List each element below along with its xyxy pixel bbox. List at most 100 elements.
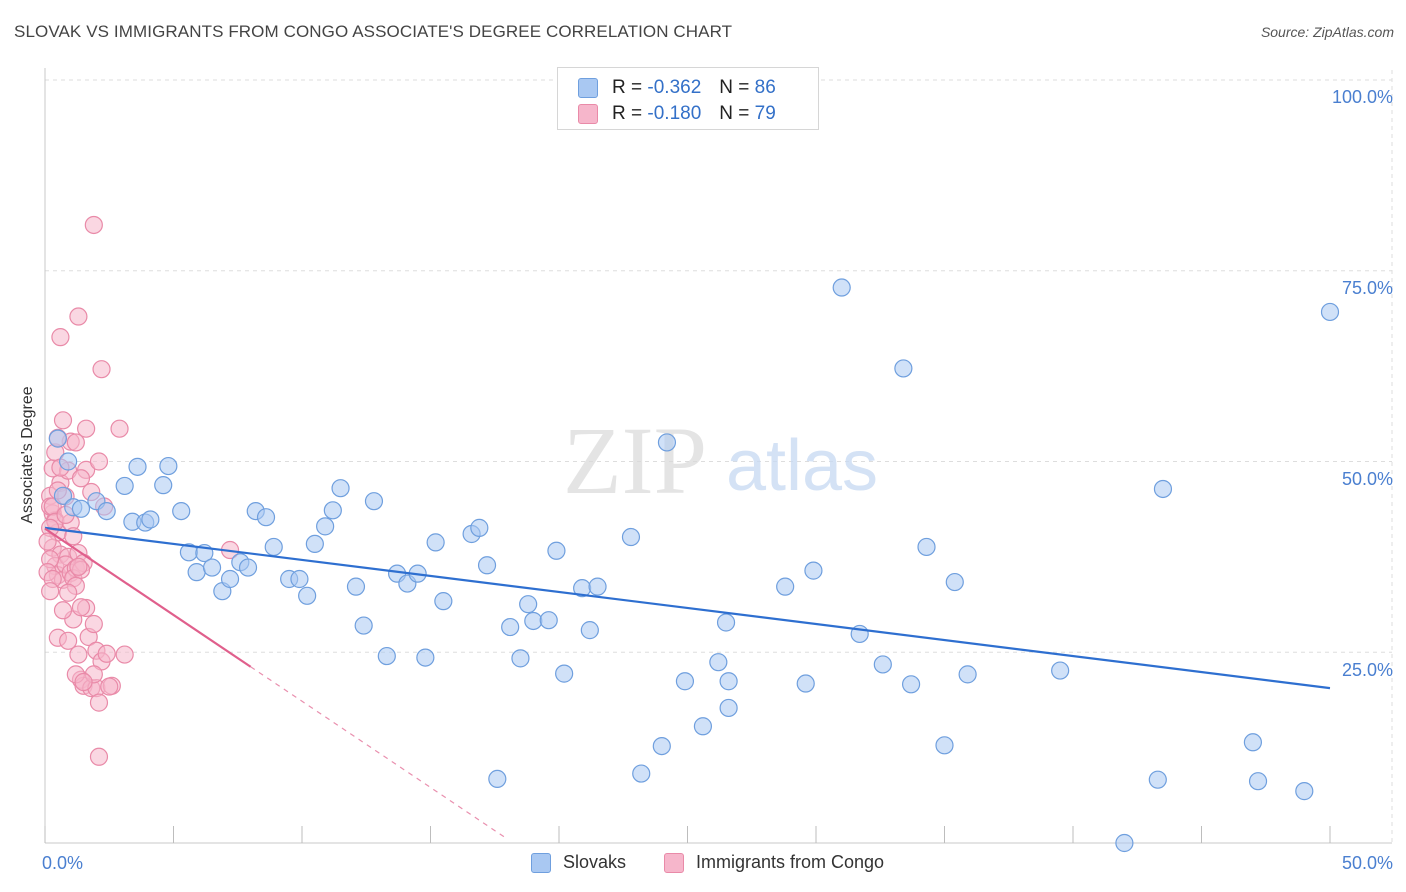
congo-point-67 bbox=[66, 433, 85, 452]
slovaks-point-55 bbox=[580, 621, 599, 640]
congo-point-60 bbox=[77, 419, 96, 438]
n-value-slovaks: 86 bbox=[754, 77, 776, 98]
r-label: R = bbox=[612, 77, 643, 98]
congo-point-76 bbox=[69, 557, 88, 576]
slovaks-point-36 bbox=[377, 646, 396, 666]
slovaks-point-12 bbox=[154, 476, 173, 495]
slovaks-point-51 bbox=[539, 611, 558, 630]
slovaks-point-11 bbox=[141, 510, 160, 529]
congo-point-68 bbox=[53, 411, 73, 430]
congo-point-54 bbox=[38, 532, 57, 551]
slovaks-point-0 bbox=[48, 429, 67, 448]
x-tick-50: 50.0% bbox=[1341, 853, 1393, 873]
slovaks-point-31 bbox=[323, 501, 342, 520]
congo-point-78 bbox=[100, 677, 119, 696]
slovaks-point-2 bbox=[59, 452, 78, 471]
n-label: N = bbox=[719, 103, 750, 124]
slovaks-point-57 bbox=[621, 527, 641, 547]
slovaks-point-14 bbox=[172, 501, 191, 521]
y-tick-50: 50.0% bbox=[1341, 469, 1393, 489]
slovaks-point-50 bbox=[524, 611, 543, 631]
r-value-slovaks: -0.362 bbox=[647, 77, 702, 98]
slovaks-point-61 bbox=[675, 672, 695, 691]
congo-point-34 bbox=[84, 614, 103, 634]
congo-point-65 bbox=[84, 215, 103, 235]
slovaks-trend-line bbox=[44, 526, 1331, 690]
gridlines bbox=[45, 70, 1393, 843]
legend-label-congo: Immigrants from Congo bbox=[696, 852, 885, 872]
slovaks-point-20 bbox=[220, 569, 240, 589]
slovaks-point-29 bbox=[305, 534, 324, 554]
slovaks-point-4 bbox=[71, 499, 91, 518]
slovaks-point-47 bbox=[501, 617, 520, 637]
watermark-atlas: atlas bbox=[726, 426, 878, 506]
slovaks-point-13 bbox=[159, 456, 178, 476]
slovaks-point-7 bbox=[115, 476, 134, 496]
slovaks-legend-swatch bbox=[531, 852, 551, 873]
congo-point-59 bbox=[59, 583, 78, 602]
slovaks-point-67 bbox=[776, 577, 795, 596]
slovaks-point-25 bbox=[264, 537, 283, 557]
watermark-zip: ZIP bbox=[563, 407, 707, 514]
slovaks-point-60 bbox=[657, 433, 677, 452]
slovaks-point-24 bbox=[256, 508, 276, 527]
slovaks-point-81 bbox=[1248, 772, 1268, 791]
congo-point-32 bbox=[69, 645, 88, 664]
congo-trend-line bbox=[44, 527, 252, 668]
slovaks-point-83 bbox=[1115, 833, 1134, 853]
congo-point-49 bbox=[89, 452, 109, 471]
slovaks-point-49 bbox=[519, 595, 538, 614]
slovaks-point-30 bbox=[316, 517, 335, 536]
legend-item-congo[interactable]: Immigrants from Congo bbox=[664, 852, 884, 873]
slovaks-point-76 bbox=[935, 736, 954, 755]
slovaks-point-6 bbox=[97, 501, 116, 521]
congo-point-46 bbox=[115, 645, 134, 664]
slovaks-point-44 bbox=[470, 518, 489, 537]
slovaks-point-58 bbox=[632, 764, 651, 783]
congo-point-42 bbox=[89, 693, 109, 712]
slovaks-swatch bbox=[578, 78, 598, 98]
y-tick-25: 25.0% bbox=[1341, 660, 1393, 680]
slovaks-point-9 bbox=[128, 457, 147, 476]
slovaks-point-70 bbox=[832, 278, 851, 297]
slovaks-point-64 bbox=[719, 698, 738, 718]
slovaks-point-84 bbox=[1243, 733, 1263, 752]
slovaks-point-63 bbox=[709, 653, 728, 672]
r-value-congo: -0.180 bbox=[647, 103, 702, 124]
legend-label-slovaks: Slovaks bbox=[563, 852, 627, 872]
slovaks-point-18 bbox=[202, 558, 222, 577]
congo-point-77 bbox=[71, 598, 91, 617]
congo-point-17 bbox=[51, 328, 70, 347]
series-congo-points bbox=[38, 215, 240, 766]
slovaks-point-48 bbox=[511, 649, 530, 668]
slovaks-point-32 bbox=[331, 479, 350, 498]
y-tick-100: 100.0% bbox=[1331, 87, 1393, 107]
slovaks-point-42 bbox=[434, 592, 453, 611]
congo-point-58 bbox=[41, 582, 60, 601]
congo-swatch bbox=[578, 104, 598, 124]
slovaks-point-68 bbox=[796, 674, 815, 693]
stats-legend: R = -0.362 N = 86 R = -0.180 N = 79 bbox=[557, 67, 819, 130]
slovaks-point-33 bbox=[346, 577, 366, 596]
y-tick-75: 75.0% bbox=[1341, 278, 1393, 298]
slovaks-point-74 bbox=[901, 675, 921, 694]
slovaks-point-34 bbox=[354, 616, 373, 635]
series-slovaks-points bbox=[48, 278, 1340, 853]
slovaks-point-27 bbox=[290, 569, 309, 589]
slovaks-point-80 bbox=[1153, 479, 1173, 499]
slovaks-point-59 bbox=[652, 736, 671, 756]
source-label: Source: ZipAtlas.com bbox=[1260, 24, 1394, 40]
congo-point-50 bbox=[71, 469, 91, 488]
slovaks-point-1 bbox=[53, 486, 73, 505]
series-legend: Slovaks Immigrants from Congo bbox=[0, 852, 1406, 878]
congo-point-61 bbox=[110, 419, 129, 438]
slovaks-point-40 bbox=[416, 648, 435, 667]
trend-lines bbox=[44, 526, 1331, 840]
slovaks-point-52 bbox=[547, 541, 566, 560]
congo-trend-extension bbox=[250, 666, 508, 840]
legend-item-slovaks[interactable]: Slovaks bbox=[531, 852, 626, 873]
slovaks-point-72 bbox=[873, 655, 892, 674]
slovaks-point-45 bbox=[477, 556, 497, 575]
congo-legend-swatch bbox=[664, 852, 684, 873]
slovaks-point-82 bbox=[1148, 770, 1167, 789]
